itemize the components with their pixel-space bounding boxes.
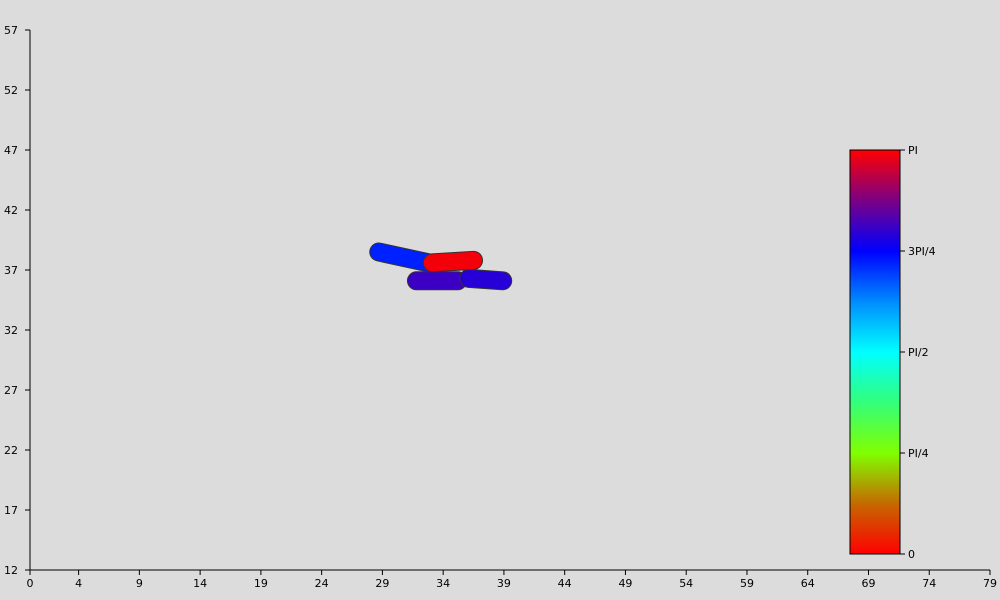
segments-layer (369, 242, 513, 291)
y-tick-label: 12 (4, 564, 18, 577)
y-tick-label: 17 (4, 504, 18, 517)
x-tick-label: 69 (861, 577, 875, 590)
x-tick-label: 64 (801, 577, 815, 590)
y-axis-ticks: 12 17 22 27 32 37 42 47 52 57 (4, 24, 30, 577)
x-tick-label: 44 (558, 577, 572, 590)
y-tick-label: 42 (4, 204, 18, 217)
x-tick-label: 24 (315, 577, 329, 590)
x-tick-label: 9 (136, 577, 143, 590)
x-tick-label: 54 (679, 577, 693, 590)
orientation-segment (459, 268, 513, 291)
y-tick-label: 52 (4, 84, 18, 97)
orientation-segment (369, 242, 439, 273)
x-tick-label: 14 (193, 577, 207, 590)
x-tick-label: 29 (375, 577, 389, 590)
colorbar-label: PI/2 (908, 346, 929, 359)
x-tick-label: 59 (740, 577, 754, 590)
x-tick-label: 19 (254, 577, 268, 590)
x-tick-label: 49 (618, 577, 632, 590)
x-tick-label: 39 (497, 577, 511, 590)
colorbar: PI 3PI/4 PI/2 PI/4 0 (849, 144, 936, 561)
colorbar-label: 0 (908, 548, 915, 561)
colorbar-label: PI (908, 144, 918, 157)
orientation-segment (422, 250, 484, 273)
y-tick-label: 37 (4, 264, 18, 277)
x-axis-ticks: 0 4 9 14 19 24 29 34 39 44 49 54 59 64 69 74 79 (27, 570, 997, 590)
y-tick-label: 57 (4, 24, 18, 37)
y-tick-label: 27 (4, 384, 18, 397)
y-tick-label: 22 (4, 444, 18, 457)
x-tick-label: 4 (75, 577, 82, 590)
y-tick-label: 47 (4, 144, 18, 157)
x-tick-label: 34 (436, 577, 450, 590)
x-tick-label: 79 (983, 577, 997, 590)
colorbar-label: PI/4 (908, 447, 929, 460)
x-tick-label: 0 (27, 577, 34, 590)
x-tick-label: 74 (922, 577, 936, 590)
colorbar-label: 3PI/4 (908, 245, 936, 258)
colorbar-gradient (849, 149, 901, 555)
y-tick-label: 32 (4, 324, 18, 337)
